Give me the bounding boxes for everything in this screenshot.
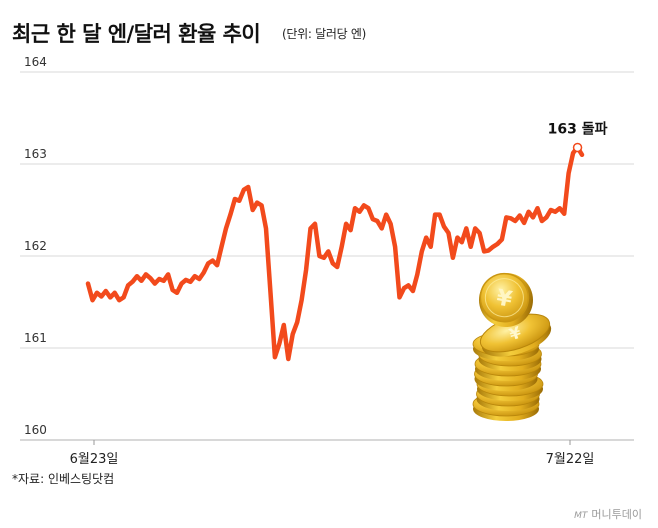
- publisher-logo: MT: [574, 511, 588, 521]
- peak-annotation: 163 돌파: [548, 121, 608, 137]
- source-note: *자료: 인베스팅닷컴: [12, 472, 115, 486]
- unit-label: (단위: 달러당 엔): [282, 27, 366, 41]
- y-tick-label: 163: [24, 147, 47, 161]
- peak-point-marker: [572, 142, 583, 153]
- exchange-rate-line: [85, 145, 585, 362]
- chart-title: 최근 한 달 엔/달러 환율 추이: [12, 22, 261, 46]
- publisher-name: 머니투데이: [591, 508, 642, 521]
- x-axis: 6월23일 7월22일: [70, 440, 595, 467]
- yen-coin-stack-icon: ¥ ¥: [472, 272, 552, 421]
- y-axis-labels: 160 161 162 163 164: [24, 55, 47, 437]
- x-tick-label: 6월23일: [70, 452, 119, 467]
- y-tick-label: 160: [24, 423, 47, 437]
- publisher-credit: MT 머니투데이: [574, 506, 642, 522]
- svg-text:¥: ¥: [494, 286, 514, 313]
- x-tick-label: 7월22일: [546, 452, 595, 467]
- y-tick-label: 162: [24, 239, 47, 253]
- svg-text:¥: ¥: [507, 323, 523, 345]
- y-tick-label: 164: [24, 55, 47, 69]
- y-tick-label: 161: [24, 331, 47, 345]
